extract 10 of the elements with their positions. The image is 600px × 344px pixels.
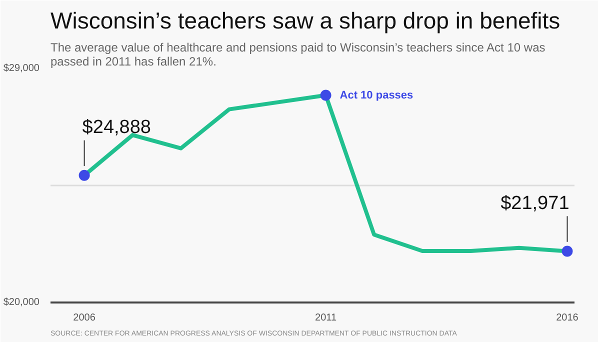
chart-subtitle: The average value of healthcare and pensions paid to Wisconsin’s teachers since Act 10 was passed in 2011 has fallen 21%. [50, 40, 546, 68]
chart-title: Wisconsin’s teachers saw a sharp drop in benefits [50, 8, 560, 34]
y-tick-label: $20,000 [3, 297, 40, 308]
annotation: $24,888 [82, 116, 151, 138]
annotation: Act 10 passes [340, 89, 414, 102]
x-tick-label: 2016 [556, 312, 579, 324]
x-tick-label: 2011 [315, 312, 337, 324]
annotation: $21,971 [500, 192, 570, 214]
y-tick-label: $29,000 [3, 63, 40, 74]
x-tick-label: 2006 [73, 312, 96, 324]
